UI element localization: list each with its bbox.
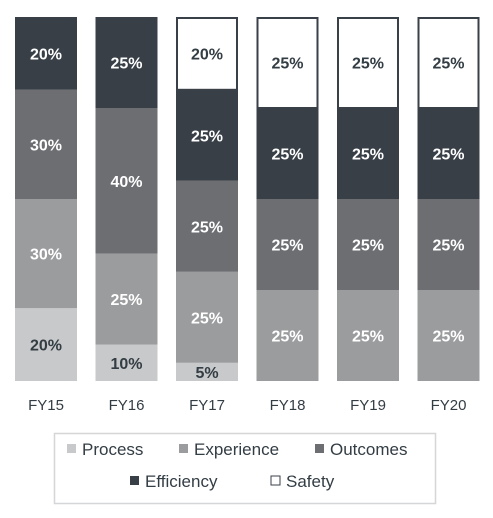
bar-segment-safety-fy19: [337, 17, 399, 109]
data-label-experience-fy20: 25%: [432, 329, 464, 346]
legend: Process Experience Outcomes Efficiency Safet…: [53, 432, 437, 505]
legend-swatch-safety: [270, 475, 281, 486]
bar-segment-outcomes-fy20: [417, 199, 480, 290]
data-label-outcomes-fy20: 25%: [432, 238, 464, 255]
data-label-process-fy15: 20%: [30, 338, 62, 355]
x-tick-label-fy17: FY17: [189, 397, 225, 414]
x-tick-label-fy19: FY19: [350, 397, 386, 414]
bar-segment-safety-fy18: [256, 17, 319, 109]
legend-swatch-process: [67, 444, 76, 453]
data-label-outcomes-fy15: 30%: [30, 137, 62, 154]
bar-segment-experience-fy20: [417, 290, 480, 381]
data-label-outcomes-fy18: 25%: [271, 238, 303, 255]
data-label-efficiency-fy18: 25%: [271, 147, 303, 164]
data-label-efficiency-fy16: 25%: [110, 56, 142, 73]
bar-segment-process-fy15: [15, 308, 77, 381]
bars-layer: 20% 30% 30% 20% 10% 25% 40% 25% 5% 25% 25% 25% 20% 25…: [15, 17, 480, 382]
x-tick-label-fy15: FY15: [28, 397, 64, 414]
data-label-process-fy16: 10%: [110, 356, 142, 373]
bar-segment-efficiency-fy18: [256, 108, 319, 199]
bar-segment-safety-fy17: [176, 17, 238, 91]
data-label-experience-fy18: 25%: [271, 329, 303, 346]
bar-segment-outcomes-fy15: [15, 89, 77, 199]
bar-segment-safety-fy20: [417, 17, 480, 109]
bar-segment-experience-fy17: [176, 271, 238, 363]
data-label-experience-fy15: 30%: [30, 247, 62, 264]
legend-swatch-experience: [179, 444, 188, 453]
data-label-outcomes-fy19: 25%: [352, 238, 384, 255]
bar-segment-efficiency-fy15: [15, 17, 77, 90]
data-label-efficiency-fy17: 25%: [191, 128, 223, 145]
data-label-outcomes-fy17: 25%: [191, 219, 223, 236]
bar-segment-efficiency-fy17: [176, 89, 238, 181]
bar-segment-efficiency-fy19: [337, 108, 399, 199]
data-label-efficiency-fy15: 20%: [30, 46, 62, 63]
bar-segment-experience-fy18: [256, 290, 319, 381]
bar-segment-experience-fy16: [95, 253, 158, 345]
bar-segment-outcomes-fy19: [337, 199, 399, 290]
data-label-efficiency-fy19: 25%: [352, 147, 384, 164]
data-label-experience-fy16: 25%: [110, 292, 142, 309]
legend-label-outcomes: Outcomes: [330, 440, 407, 459]
bar-segment-outcomes-fy16: [95, 108, 158, 254]
bar-segment-efficiency-fy16: [95, 17, 158, 108]
legend-label-experience: Experience: [194, 440, 279, 459]
x-tick-label-fy20: FY20: [431, 397, 467, 414]
data-label-safety-fy20: 25%: [432, 56, 464, 73]
legend-label-process: Process: [82, 440, 143, 459]
bar-segment-outcomes-fy17: [176, 180, 238, 272]
legend-frame: [53, 432, 437, 505]
data-label-safety-fy18: 25%: [271, 56, 303, 73]
bar-segment-process-fy16: [95, 344, 158, 381]
bar-segment-outcomes-fy18: [256, 199, 319, 290]
bar-segment-process-fy17: [176, 362, 238, 381]
legend-label-safety: Safety: [286, 472, 335, 491]
x-tick-label-fy18: FY18: [270, 397, 306, 414]
legend-swatch-outcomes: [315, 444, 324, 453]
data-label-experience-fy19: 25%: [352, 329, 384, 346]
legend-label-efficiency: Efficiency: [145, 472, 218, 491]
data-label-process-fy17: 5%: [195, 365, 218, 382]
x-axis-tick-labels: FY15 FY16 FY17 FY18 FY19 FY20: [28, 397, 466, 414]
data-label-experience-fy17: 25%: [191, 310, 223, 327]
x-tick-label-fy16: FY16: [109, 397, 145, 414]
data-label-efficiency-fy20: 25%: [432, 147, 464, 164]
data-label-safety-fy17: 20%: [191, 46, 223, 63]
data-label-safety-fy19: 25%: [352, 56, 384, 73]
data-label-outcomes-fy16: 40%: [110, 174, 142, 191]
bar-segment-efficiency-fy20: [417, 108, 480, 199]
legend-swatch-efficiency: [130, 476, 139, 485]
bar-segment-experience-fy15: [15, 199, 77, 309]
bar-segment-experience-fy19: [337, 290, 399, 381]
